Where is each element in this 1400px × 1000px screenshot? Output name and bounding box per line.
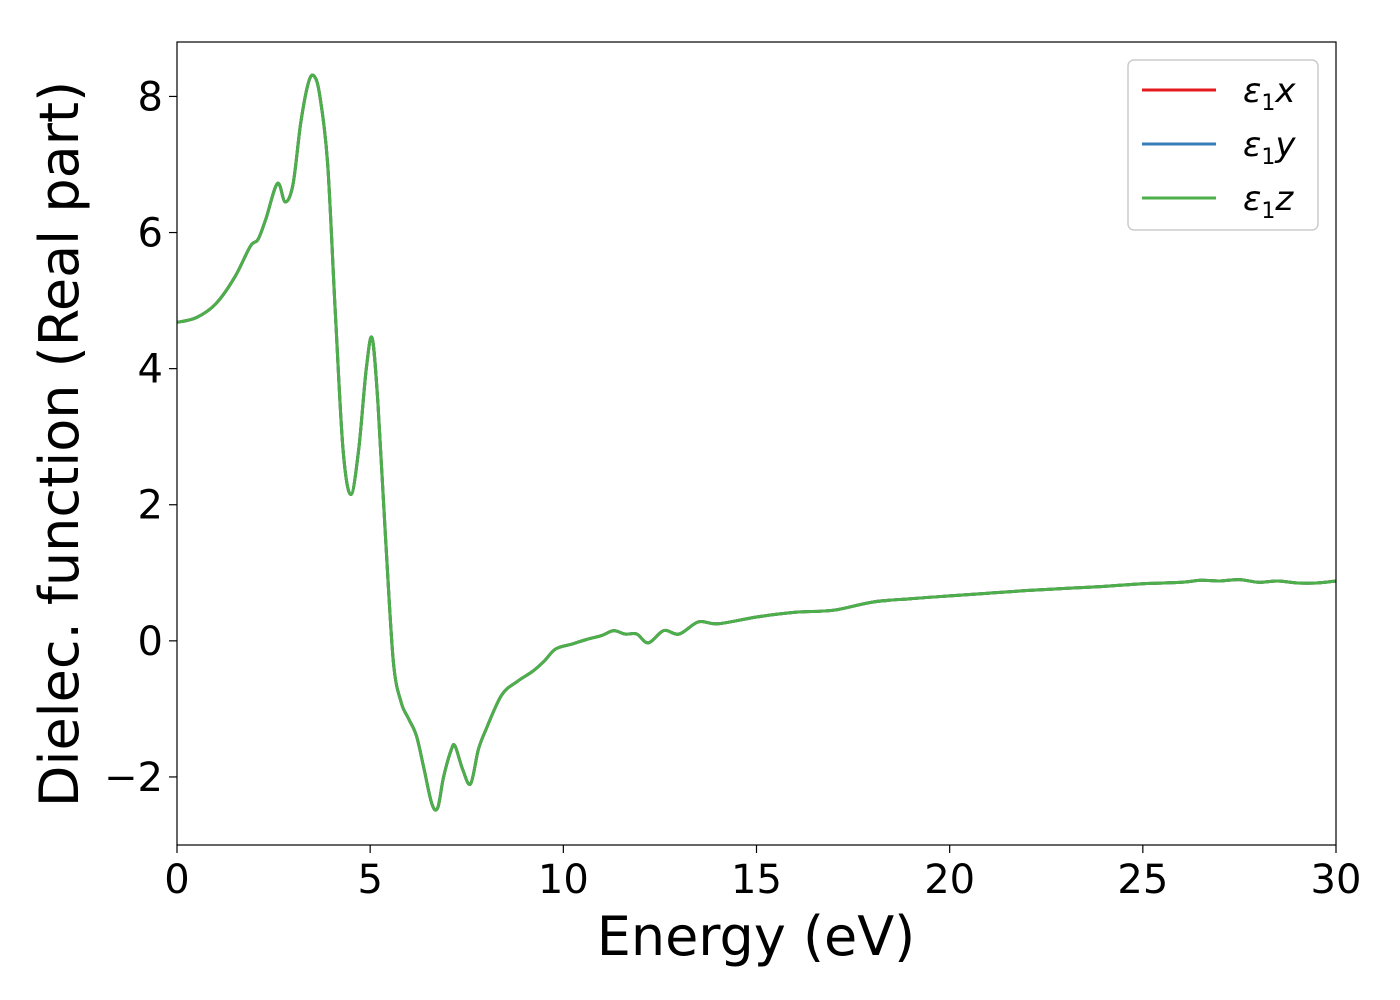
y-tick-label: 8 (138, 74, 163, 120)
x-tick-label: 10 (538, 857, 589, 903)
x-tick-label: 0 (164, 857, 189, 903)
x-tick-label: 20 (924, 857, 975, 903)
y-tick-label: 4 (138, 347, 163, 393)
x-tick-label: 25 (1117, 857, 1168, 903)
y-tick-label: 0 (138, 619, 163, 665)
legend-label: ε1z (1243, 179, 1294, 224)
legend-box (1127, 59, 1319, 231)
legend-label: ε1x (1243, 71, 1296, 116)
x-tick-label: 30 (1311, 857, 1362, 903)
x-tick-label: 15 (731, 857, 782, 903)
y-tick-label: 6 (138, 211, 163, 257)
y-tick-label: −2 (104, 755, 163, 801)
x-axis-label: Energy (eV) (597, 905, 916, 968)
x-tick-label: 5 (357, 857, 382, 903)
y-axis-ticks: −2 0 2 4 6 8 (104, 74, 177, 801)
x-axis-ticks: 0 5 10 15 20 25 30 (164, 845, 1361, 903)
series-layer (176, 73, 1337, 812)
legend-label: ε1y (1243, 125, 1296, 170)
y-axis-label: Dielec. function (Real part) (28, 81, 91, 807)
y-tick-label: 2 (138, 483, 163, 529)
series-line-3 (176, 73, 1337, 812)
legend: ε1x ε1y ε1z (1127, 59, 1319, 231)
